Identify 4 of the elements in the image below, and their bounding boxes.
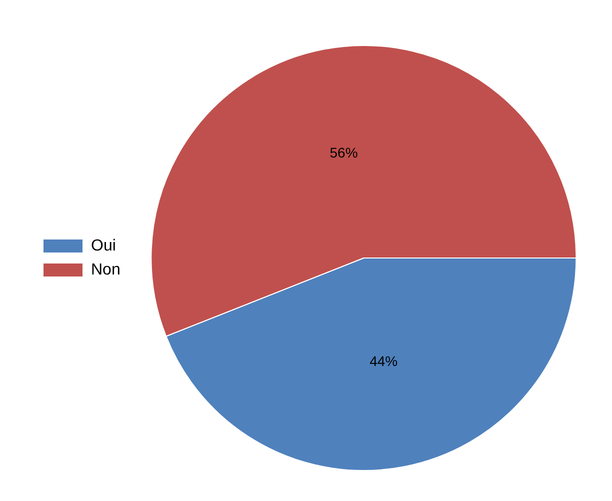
data-label: 56% [330,144,358,160]
data-label: 44% [370,353,398,370]
legend-label: Non [91,261,120,278]
legend-label: Oui [91,237,116,254]
